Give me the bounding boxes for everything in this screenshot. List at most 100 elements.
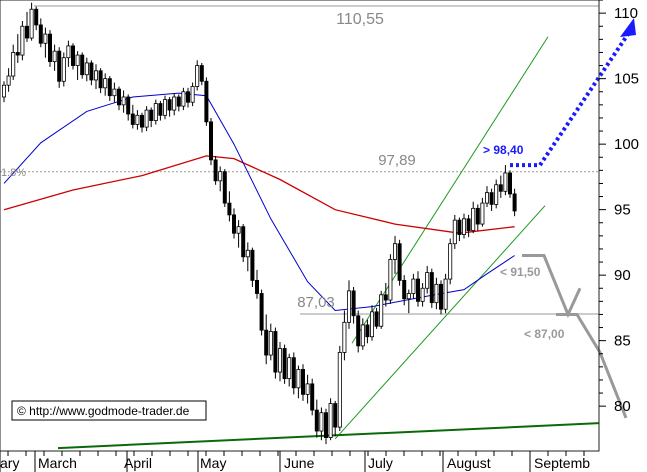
moving-average-blue	[3, 92, 515, 312]
candle-body-down	[415, 278, 420, 302]
copyright-box	[11, 400, 207, 421]
candle	[172, 93, 177, 116]
candle-body-down	[300, 369, 305, 395]
y-tick-label: 105	[614, 71, 639, 88]
candle-body-up	[218, 171, 223, 182]
candle	[167, 96, 172, 117]
y-tick-label: 110	[614, 5, 638, 22]
candle-body-down	[250, 249, 255, 281]
candle-body-up	[425, 272, 430, 289]
candle	[452, 214, 457, 249]
candle	[190, 82, 195, 107]
candle-body-down	[167, 99, 172, 111]
down-target-path-1	[522, 254, 582, 319]
candle-body-down	[107, 78, 112, 97]
candle	[208, 117, 213, 166]
candle-body-up	[6, 75, 11, 86]
x-month-label: April	[124, 455, 152, 471]
candle-body-up	[277, 348, 282, 373]
y-tick-label: 85	[614, 333, 631, 350]
candle-body-up	[11, 52, 16, 77]
candle-body-down	[24, 25, 29, 39]
trend-channel-upper	[351, 36, 549, 344]
candle	[176, 94, 181, 112]
candle-body-up	[443, 278, 448, 310]
candle	[374, 307, 379, 329]
candle	[397, 239, 402, 286]
candle	[319, 407, 324, 441]
label-down-target-2: < 87,00	[524, 327, 565, 341]
candle	[429, 268, 434, 308]
candle-body-up	[388, 259, 393, 301]
candle	[15, 34, 20, 63]
candle-body-down	[227, 202, 232, 216]
candle	[323, 408, 328, 445]
candle-body-down	[204, 80, 209, 123]
candle-body-up	[319, 412, 324, 432]
candle-body-up	[94, 70, 99, 81]
candle	[80, 52, 85, 79]
candle	[494, 179, 499, 209]
candle	[328, 398, 333, 441]
candle-body-down	[80, 54, 85, 76]
candle-body-down	[254, 279, 259, 294]
candle-body-down	[323, 412, 328, 438]
candle-body-down	[130, 113, 135, 125]
candle	[107, 76, 112, 101]
candle-body-down	[310, 383, 315, 411]
candle	[268, 323, 273, 361]
candle-body-down	[402, 279, 407, 300]
candle	[84, 57, 89, 82]
copyright-text[interactable]: © http://www.godmode-trader.de	[17, 404, 190, 418]
candle-body-up	[52, 50, 57, 63]
candle-body-up	[484, 192, 489, 204]
label-support-price: 87,03	[297, 294, 335, 311]
candle-body-up	[103, 78, 108, 89]
candle-body-down	[158, 103, 163, 116]
up-target-arrow	[620, 18, 636, 37]
candle	[489, 188, 494, 211]
candle	[98, 68, 103, 94]
candle	[236, 220, 241, 248]
candle-body-down	[57, 50, 62, 82]
candle-body-up	[392, 243, 397, 260]
candle	[48, 30, 53, 67]
x-month-label: ary	[0, 455, 19, 471]
moving-averages	[3, 92, 515, 312]
candle	[121, 90, 126, 113]
x-month-label: Septemb	[534, 455, 590, 471]
candle	[507, 170, 512, 198]
x-month-label: June	[284, 455, 315, 471]
y-tick-label: 95	[614, 202, 631, 219]
candle-body-down	[507, 172, 512, 195]
candle	[195, 60, 200, 91]
candle	[388, 254, 393, 304]
candle-body-up	[337, 352, 342, 428]
candle-body-up	[135, 114, 140, 125]
x-month-label: May	[200, 455, 226, 471]
candle	[181, 87, 186, 111]
trend-lines	[57, 36, 600, 450]
x-axis: ary March April May June July August Septemb	[0, 451, 590, 472]
candle	[337, 345, 342, 432]
candle	[158, 100, 163, 121]
candle-body-down	[365, 324, 370, 338]
candle	[254, 269, 259, 299]
candle-body-up	[43, 33, 48, 44]
candle-body-down	[222, 171, 227, 204]
candle	[425, 265, 430, 294]
candle	[264, 314, 269, 365]
candle	[135, 110, 140, 130]
candle	[162, 95, 167, 120]
x-month-label: August	[447, 455, 491, 471]
candle	[415, 271, 420, 307]
candle-body-up	[494, 184, 499, 205]
candle	[149, 107, 154, 128]
candle	[300, 364, 305, 401]
candle	[277, 341, 282, 382]
candle	[291, 352, 296, 395]
candle	[434, 277, 439, 310]
trend-base-line	[57, 422, 600, 450]
candle	[392, 235, 397, 274]
candle-body-down	[383, 294, 388, 301]
